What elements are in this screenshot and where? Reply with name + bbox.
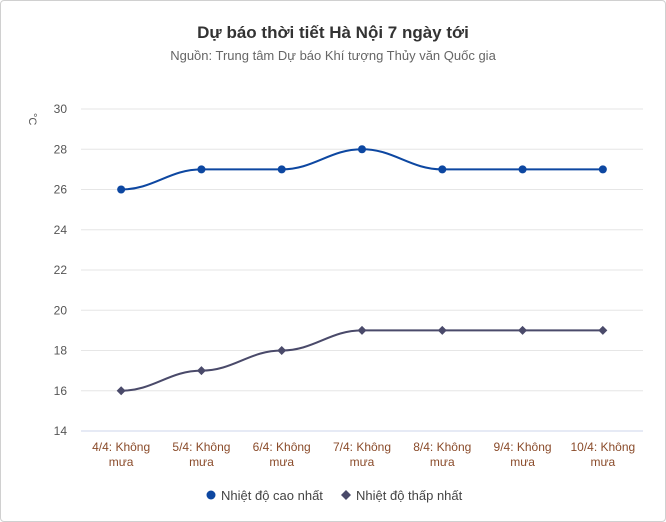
legend-marker	[341, 490, 351, 500]
y-tick-label: 22	[54, 263, 68, 277]
data-point	[117, 185, 126, 194]
x-tick-label: mưa	[350, 455, 375, 469]
x-tick-label: 9/4: Không	[494, 440, 552, 454]
legend-marker	[206, 490, 216, 500]
data-point	[518, 165, 527, 174]
y-tick-label: 14	[54, 424, 68, 438]
y-tick-label: 18	[54, 344, 68, 358]
x-tick-label: 7/4: Không	[333, 440, 391, 454]
legend-item-label[interactable]: Nhiệt độ thấp nhất	[356, 488, 463, 503]
x-tick-label: 6/4: Không	[253, 440, 311, 454]
y-tick-label: 16	[54, 384, 68, 398]
data-point	[438, 165, 447, 174]
x-tick-label: mưa	[189, 455, 214, 469]
chart-title: Dự báo thời tiết Hà Nội 7 ngày tới	[197, 23, 469, 42]
x-tick-label: 4/4: Không	[92, 440, 150, 454]
data-point	[598, 165, 607, 174]
y-tick-label: 28	[54, 142, 68, 156]
x-tick-label: mưa	[269, 455, 294, 469]
y-tick-label: 24	[54, 223, 68, 237]
y-tick-label: 26	[54, 183, 68, 197]
data-point	[277, 346, 287, 355]
x-tick-label: mưa	[430, 455, 455, 469]
y-tick-label: 30	[54, 102, 68, 116]
legend-item-label[interactable]: Nhiệt độ cao nhất	[221, 488, 323, 503]
data-point	[518, 325, 528, 335]
x-tick-label: 5/4: Không	[172, 440, 230, 454]
x-tick-label: 8/4: Không	[413, 440, 471, 454]
x-tick-label: mưa	[510, 455, 535, 469]
y-tick-label: 20	[54, 303, 68, 317]
data-point	[357, 325, 367, 335]
data-point	[277, 165, 286, 174]
data-point	[598, 325, 608, 335]
data-point	[196, 366, 206, 376]
series-line-1	[121, 329, 603, 392]
data-point	[358, 145, 366, 154]
x-tick-label: mưa	[109, 455, 134, 469]
x-tick-label: 10/4: Không	[570, 440, 635, 454]
data-point	[116, 386, 126, 396]
y-axis-label: °C	[26, 113, 38, 125]
series-line-0	[121, 148, 603, 191]
chart-subtitle: Nguồn: Trung tâm Dự báo Khí tượng Thủy v…	[170, 48, 496, 63]
data-point	[437, 325, 447, 335]
x-tick-label: mưa	[591, 455, 616, 469]
data-point	[197, 165, 206, 174]
